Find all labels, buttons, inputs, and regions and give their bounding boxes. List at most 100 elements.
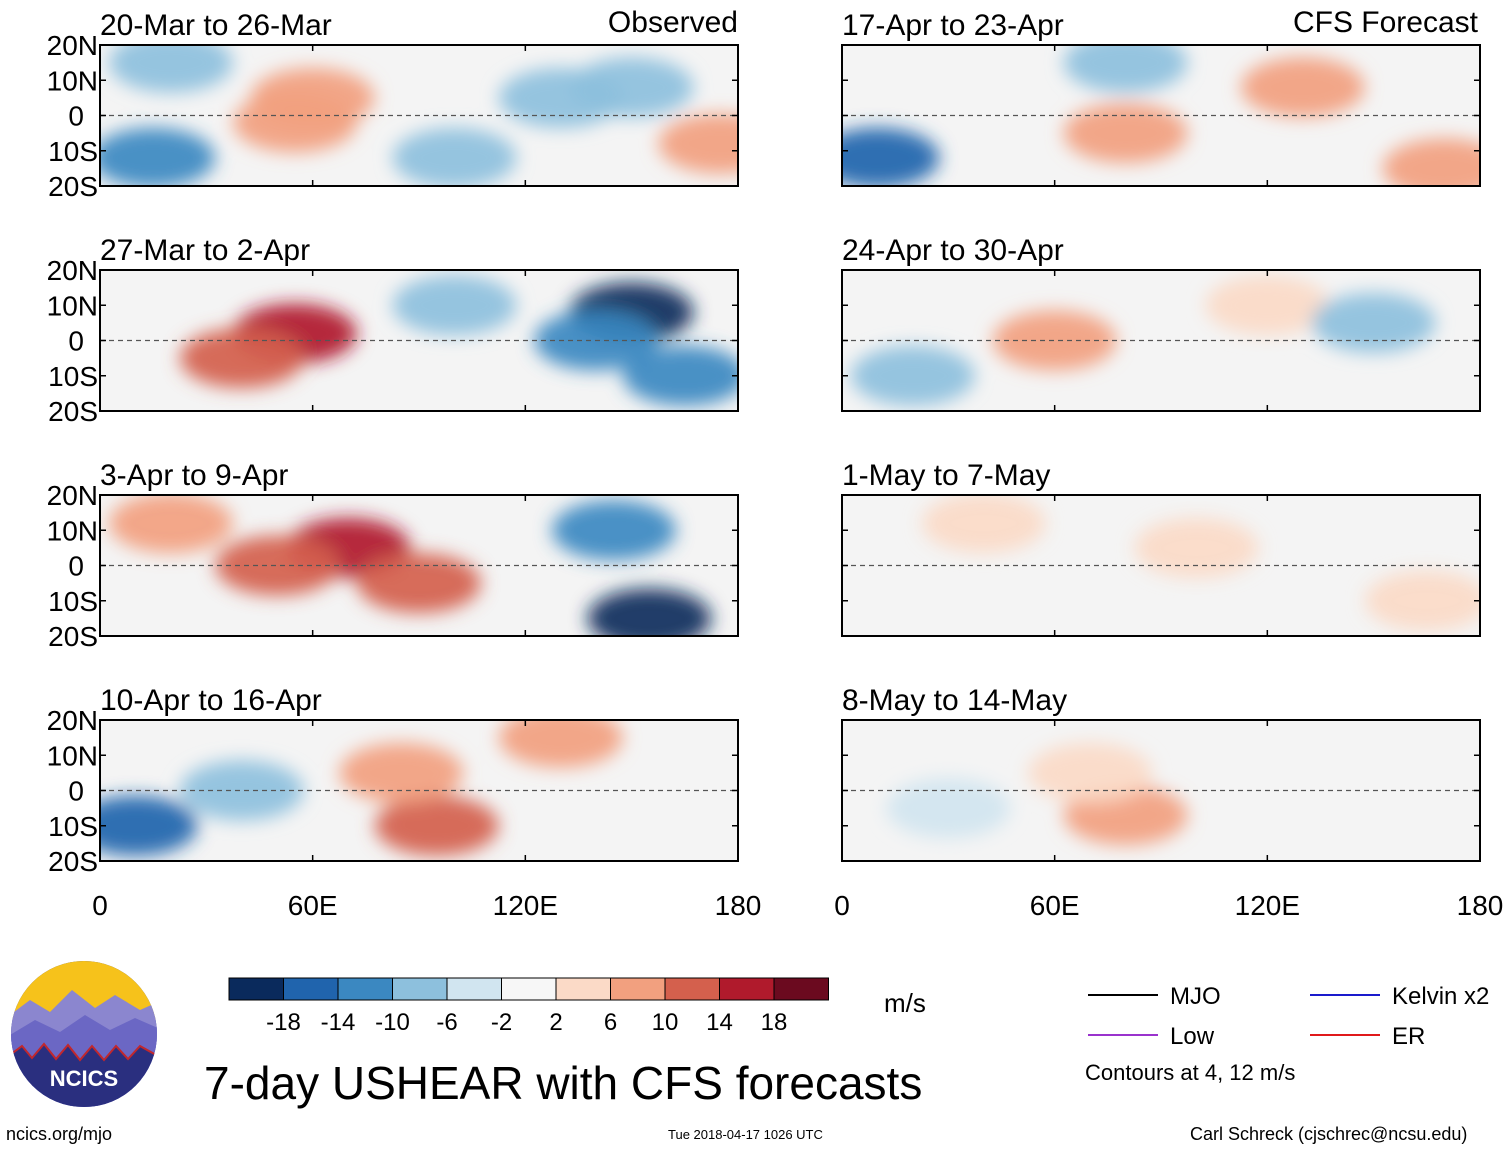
logo-mountain-icon: NCICS [11,961,157,1107]
y-tick-label: 0 [68,101,84,132]
contour-legend: MJO Kelvin x2 Low ER [1088,983,1489,1050]
y-tick-label: 10N [47,65,98,96]
anomaly-cell [886,778,1011,839]
anomaly-cell [551,500,676,561]
y-tick-label: 20N [47,705,98,736]
anomaly-cell [232,92,357,153]
colorbar-tick-label: 10 [652,1009,679,1036]
anomaly-cell [392,127,517,186]
legend-kelvin-label: Kelvin x2 [1392,983,1489,1010]
main-title: 7-day USHEAR with CFS forecasts [204,1057,923,1109]
anomaly-cell [374,795,499,856]
anomaly-cell [658,113,738,174]
x-tick-label: 120E [1235,890,1300,921]
anomaly-cell [339,742,464,803]
colorbar-swatch [392,977,448,1001]
anomaly-cell [569,57,694,118]
anomaly-cell [1063,103,1188,164]
anomaly-cell [1364,570,1480,631]
colorbar-tick-label: 14 [706,1009,733,1036]
panel-title: 10-Apr to 16-Apr [100,684,322,717]
y-tick-label: 0 [68,776,84,807]
y-tick-label: 20N [47,255,98,286]
anomaly-cell [108,45,233,93]
colorbar: -18 -14 -10 -6 -2 2 6 10 14 18 [228,977,829,1036]
y-tick-label: 10S [48,361,98,392]
x-tick-label: 60E [1030,890,1080,921]
anomaly-cell [357,553,481,614]
colorbar-tick-label: -2 [491,1009,512,1036]
colorbar-tick-label: -10 [375,1009,410,1036]
panel-7: 1-May to 7-May [841,459,1481,637]
legend-er-label: ER [1392,1023,1425,1050]
colorbar-swatch [719,977,775,1001]
anomaly-cell [921,495,1046,554]
colorbar-tick-label: 6 [604,1009,617,1036]
anomaly-cell [179,328,304,389]
units-label: m/s [884,988,926,1018]
anomaly-cell [392,275,517,336]
contours-note: Contours at 4, 12 m/s [1085,1060,1296,1085]
y-tick-label: 20N [47,30,98,61]
anomaly-cell [1063,45,1188,93]
panel-title: 20-Mar to 26-Mar [100,9,332,42]
colorbar-tick-label: -6 [436,1009,457,1036]
legend-kelvin: Kelvin x2 [1310,983,1489,1010]
y-tick-label: 10S [48,586,98,617]
colorbar-swatch [555,977,611,1001]
y-tick-label: 10N [47,740,98,771]
anomaly-cell [1205,275,1330,336]
x-tick-label: 60E [288,890,338,921]
legend-low-label: Low [1170,1023,1215,1050]
anomaly-cell [850,345,975,406]
anomaly-cell [1240,57,1365,118]
website-link[interactable]: ncics.org/mjo [6,1124,113,1144]
anomaly-cell [1028,742,1153,803]
cfs-forecast-label: CFS Forecast [1292,6,1478,39]
anomaly-cell [587,588,712,636]
anomaly-cell [108,495,233,554]
y-tick-label: 20N [47,480,98,511]
colorbar-swatch [337,977,393,1001]
y-tick-label: 20S [48,846,98,877]
x-tick-label: 180 [1457,890,1504,921]
colorbar-swatch [501,977,557,1001]
panel-title: 8-May to 14-May [842,684,1067,717]
colorbar-swatch [446,977,502,1001]
colorbar-swatch [228,977,284,1001]
legend-er: ER [1310,1023,1425,1050]
anomaly-cell [1134,517,1259,578]
observed-label: Observed [607,6,738,39]
timestamp: Tue 2018-04-17 1026 UTC [668,1127,823,1142]
panel-title: 3-Apr to 9-Apr [100,459,288,492]
author-credit: Carl Schreck (cjschrec@ncsu.edu) [1190,1124,1468,1144]
colorbar-swatch [664,977,720,1001]
y-tick-label: 20S [48,621,98,652]
panel-title: 24-Apr to 30-Apr [842,234,1064,267]
legend-mjo: MJO [1088,983,1221,1010]
panel-title: 27-Mar to 2-Apr [100,234,310,267]
x-tick-label: 0 [92,890,108,921]
colorbar-swatch [773,977,829,1001]
anomaly-cell [622,345,738,406]
x-tick-label: 120E [493,890,558,921]
legend-low: Low [1088,1023,1215,1050]
y-tick-label: 0 [68,551,84,582]
anomaly-cell [100,127,216,186]
panel-6: 24-Apr to 30-Apr [841,234,1481,412]
y-tick-label: 10N [47,290,98,321]
panel-5: 17-Apr to 23-Apr [841,9,1481,187]
y-tick-label: 20S [48,396,98,427]
panel-title: 17-Apr to 23-Apr [842,9,1064,42]
x-tick-label: 0 [834,890,850,921]
panel-title: 1-May to 7-May [842,459,1050,492]
anomaly-cell [215,535,340,596]
anomaly-cell [842,127,940,186]
ncics-logo: NCICS [10,960,158,1108]
colorbar-tick-label: 18 [761,1009,788,1036]
